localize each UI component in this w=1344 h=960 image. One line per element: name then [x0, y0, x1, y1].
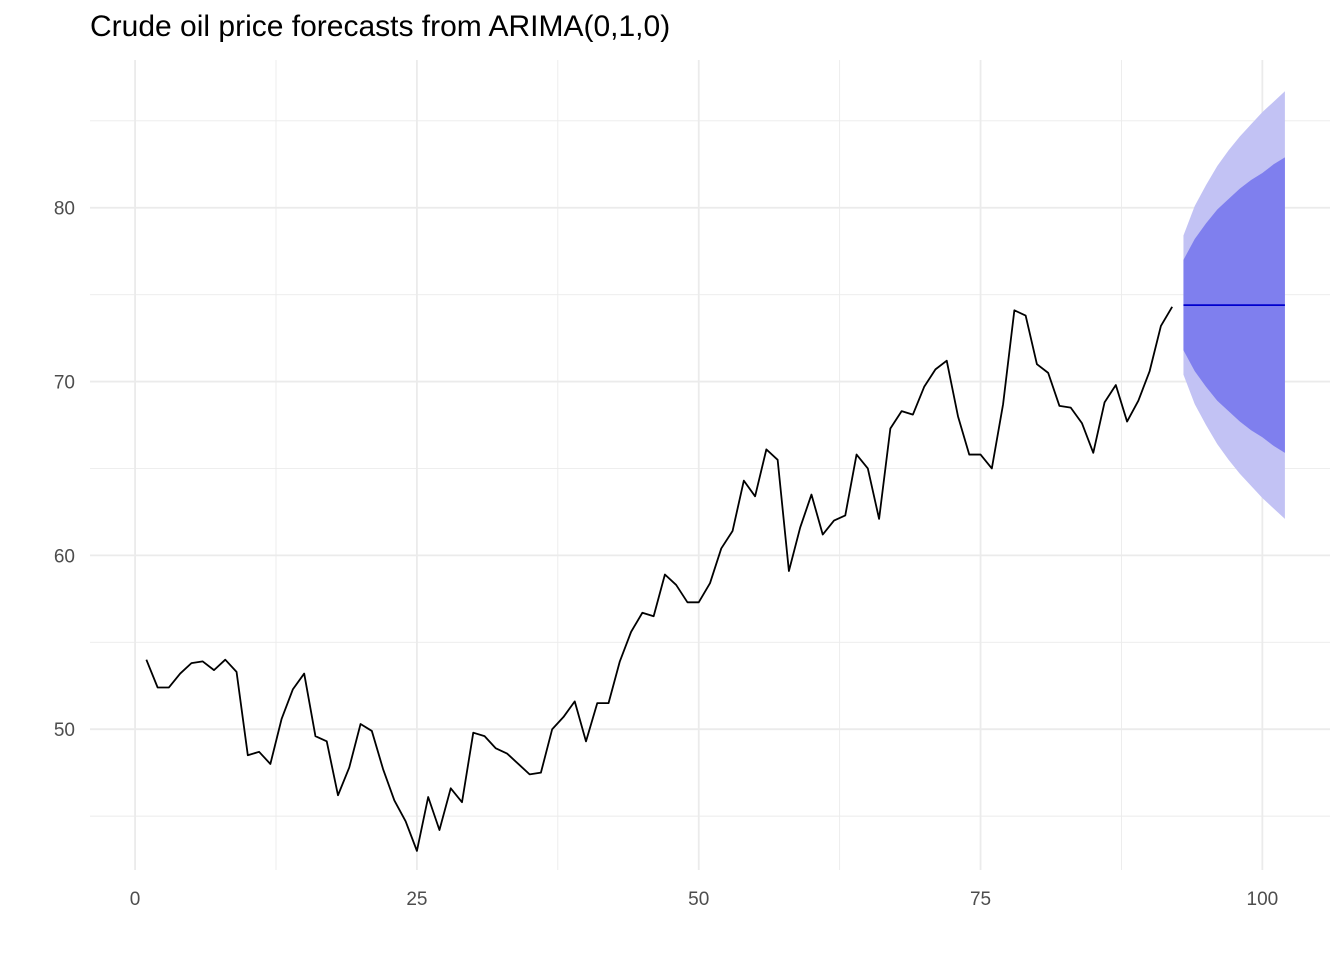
x-axis-tick-labels: 0 25 50 75 100	[130, 889, 1278, 910]
y-tick-label: 60	[54, 546, 75, 567]
series-lines	[145, 304, 1285, 852]
y-tick-label: 80	[54, 199, 75, 220]
x-tick-label: 25	[406, 889, 427, 910]
history-line	[145, 306, 1173, 852]
y-tick-label: 70	[54, 373, 75, 394]
minor-gridlines	[90, 60, 1330, 870]
y-axis-tick-labels: 50 60 70 80	[54, 199, 75, 741]
x-tick-label: 0	[130, 889, 141, 910]
x-tick-label: 50	[688, 889, 709, 910]
x-tick-label: 75	[970, 889, 991, 910]
chart-title: Crude oil price forecasts from ARIMA(0,1…	[90, 10, 671, 43]
x-tick-label: 100	[1247, 889, 1279, 910]
y-tick-label: 50	[54, 720, 75, 741]
